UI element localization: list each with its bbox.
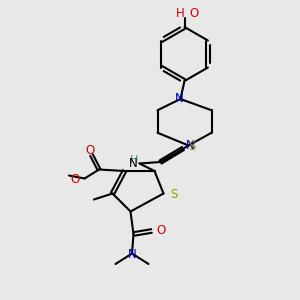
Text: O: O	[70, 173, 79, 186]
Text: N: N	[129, 157, 138, 170]
Text: S: S	[188, 140, 196, 154]
Text: N: N	[186, 139, 194, 152]
Text: O: O	[85, 144, 94, 157]
Text: O: O	[157, 224, 166, 237]
Text: H: H	[176, 7, 185, 20]
Text: O: O	[189, 7, 199, 20]
Text: N: N	[175, 92, 183, 105]
Text: N: N	[128, 248, 137, 261]
Text: S: S	[170, 188, 178, 202]
Text: H: H	[130, 154, 138, 165]
